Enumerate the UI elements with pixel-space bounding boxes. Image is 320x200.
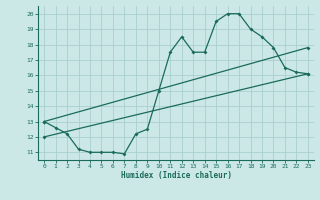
X-axis label: Humidex (Indice chaleur): Humidex (Indice chaleur) [121,171,231,180]
